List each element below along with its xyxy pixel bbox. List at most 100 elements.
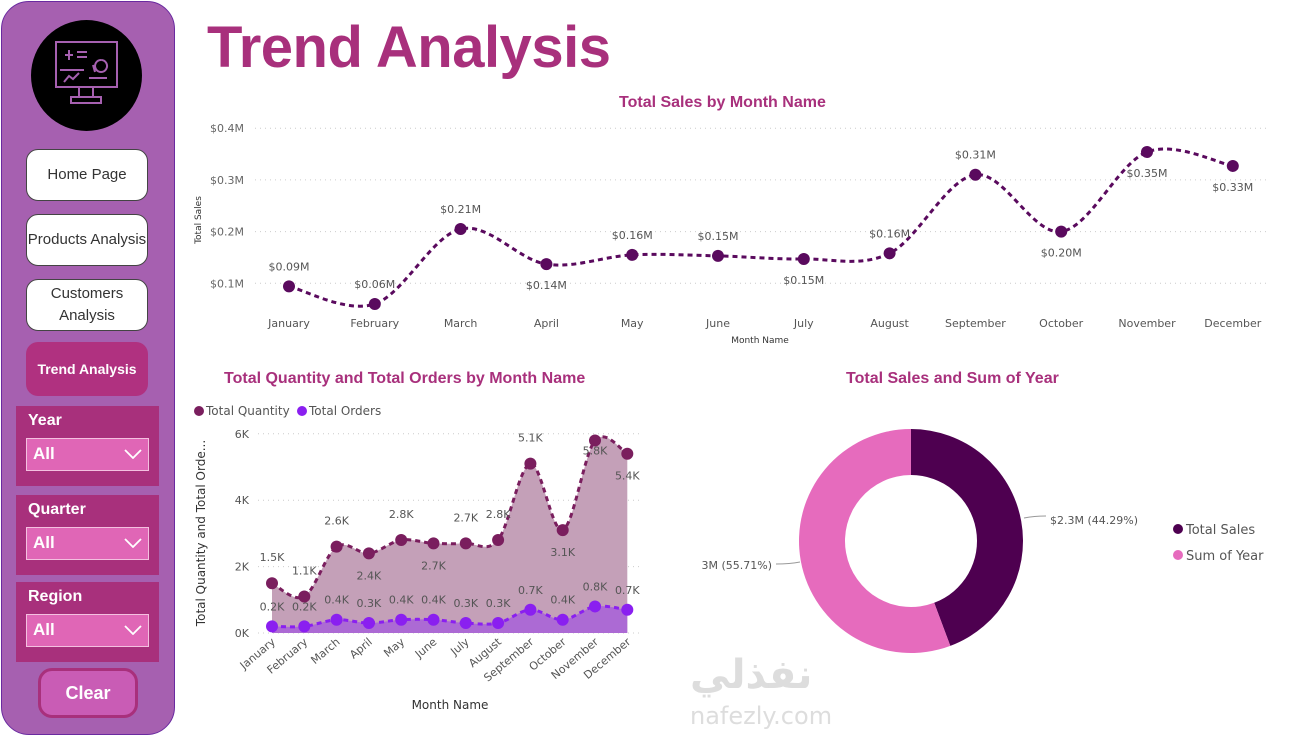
legend-marker bbox=[297, 406, 307, 416]
legend-marker bbox=[1173, 524, 1183, 534]
data-point bbox=[362, 547, 375, 560]
data-point bbox=[427, 537, 440, 550]
y-axis-title: Total Sales bbox=[194, 196, 204, 245]
y-tick-label: $0.3M bbox=[210, 174, 244, 187]
data-point bbox=[1226, 159, 1239, 172]
data-point bbox=[395, 534, 408, 547]
dropdown-value: All bbox=[33, 444, 55, 463]
data-point bbox=[969, 168, 982, 181]
slicer-label: Quarter bbox=[28, 501, 86, 518]
nav-products-analysis[interactable]: Products Analysis bbox=[26, 214, 148, 266]
slice-label: 3M (55.71%) bbox=[701, 559, 772, 572]
region-slicer: Region All bbox=[16, 582, 159, 662]
nav-customers-analysis[interactable]: Customers Analysis bbox=[26, 279, 148, 331]
data-point bbox=[330, 540, 343, 553]
data-point bbox=[454, 223, 467, 236]
y-tick-label: 0K bbox=[235, 627, 250, 640]
legend-label: Total Orders bbox=[308, 404, 381, 418]
x-tick-label: February bbox=[350, 317, 399, 330]
data-point bbox=[524, 603, 537, 616]
data-label: 1.1K bbox=[292, 564, 317, 577]
x-tick-label: May bbox=[381, 635, 407, 660]
x-tick-label: November bbox=[1118, 317, 1176, 330]
data-point bbox=[492, 534, 505, 547]
data-point bbox=[298, 620, 311, 633]
data-label: 0.7K bbox=[518, 584, 543, 597]
x-axis-title: Month Name bbox=[731, 336, 789, 346]
year-dropdown[interactable]: All bbox=[26, 438, 149, 471]
data-point bbox=[524, 457, 537, 470]
data-label: 0.3K bbox=[357, 597, 382, 610]
x-tick-label: December bbox=[1204, 317, 1262, 330]
data-point bbox=[621, 447, 634, 460]
x-tick-label: March bbox=[308, 635, 342, 667]
data-label: 2.4K bbox=[357, 569, 382, 582]
clear-button[interactable]: Clear bbox=[38, 668, 138, 718]
data-label: 2.8K bbox=[486, 508, 511, 521]
series-area bbox=[272, 606, 628, 633]
legend-marker bbox=[1173, 550, 1183, 560]
x-tick-label: April bbox=[534, 317, 559, 330]
nav-home-page[interactable]: Home Page bbox=[26, 149, 148, 201]
data-point bbox=[712, 249, 724, 262]
data-point bbox=[492, 617, 505, 630]
data-label: $0.20M bbox=[1041, 247, 1082, 260]
donut-slice bbox=[911, 429, 1024, 646]
data-point bbox=[362, 617, 375, 630]
data-point bbox=[621, 603, 634, 616]
legend-label: Total Quantity bbox=[205, 404, 290, 418]
y-tick-label: 6K bbox=[235, 428, 250, 441]
watermark-url: nafezly.com bbox=[690, 702, 833, 730]
data-point bbox=[427, 613, 440, 626]
chevron-down-icon bbox=[124, 449, 142, 459]
sales-chart-title: Total Sales by Month Name bbox=[619, 94, 826, 111]
quarter-dropdown[interactable]: All bbox=[26, 527, 149, 560]
x-tick-label: January bbox=[267, 317, 310, 330]
data-label: 5.8K bbox=[583, 444, 608, 457]
sales-line bbox=[288, 147, 1234, 308]
data-label: 0.2K bbox=[292, 600, 317, 613]
data-point bbox=[459, 617, 472, 630]
data-point bbox=[589, 600, 601, 613]
y-axis-title: Total Quantity and Total Orde... bbox=[194, 440, 208, 627]
data-point bbox=[1055, 225, 1068, 238]
data-label: 0.8K bbox=[583, 580, 608, 593]
chevron-down-icon bbox=[124, 625, 142, 635]
logo-monitor-icon bbox=[31, 20, 142, 131]
data-label: 2.6K bbox=[324, 515, 349, 528]
x-tick-label: May bbox=[621, 317, 644, 330]
data-point bbox=[626, 248, 639, 261]
x-tick-label: July bbox=[793, 317, 814, 330]
dropdown-value: All bbox=[33, 533, 55, 552]
data-point bbox=[283, 280, 295, 293]
x-tick-label: August bbox=[870, 317, 909, 330]
data-point bbox=[395, 613, 408, 626]
data-label: 0.4K bbox=[389, 594, 414, 607]
quarter-slicer: Quarter All bbox=[16, 495, 159, 575]
data-point bbox=[266, 620, 278, 633]
x-tick-label: September bbox=[945, 317, 1006, 330]
legend-label: Total Sales bbox=[1185, 523, 1255, 538]
y-tick-label: 2K bbox=[235, 561, 250, 574]
nav-trend-analysis[interactable]: Trend Analysis bbox=[26, 342, 148, 396]
data-point bbox=[368, 297, 381, 310]
x-tick-label: April bbox=[347, 635, 375, 661]
data-point bbox=[589, 434, 601, 447]
y-tick-label: $0.4M bbox=[210, 122, 244, 135]
x-tick-label: June bbox=[705, 317, 730, 330]
page-title: Trend Analysis bbox=[207, 15, 611, 80]
data-label: 0.2K bbox=[260, 600, 285, 613]
data-label: $0.09M bbox=[269, 260, 310, 273]
leader-line bbox=[1023, 515, 1047, 519]
x-tick-label: July bbox=[447, 635, 472, 659]
data-label: $0.16M bbox=[612, 229, 653, 242]
data-label: 0.4K bbox=[324, 594, 349, 607]
y-tick-label: $0.1M bbox=[210, 277, 244, 290]
data-point bbox=[556, 613, 569, 626]
legend-label: Sum of Year bbox=[1186, 549, 1264, 564]
data-label: 5.4K bbox=[615, 470, 640, 483]
region-dropdown[interactable]: All bbox=[26, 614, 149, 647]
donut-chart-title: Total Sales and Sum of Year bbox=[846, 370, 1059, 387]
data-label: $0.33M bbox=[1212, 181, 1253, 194]
